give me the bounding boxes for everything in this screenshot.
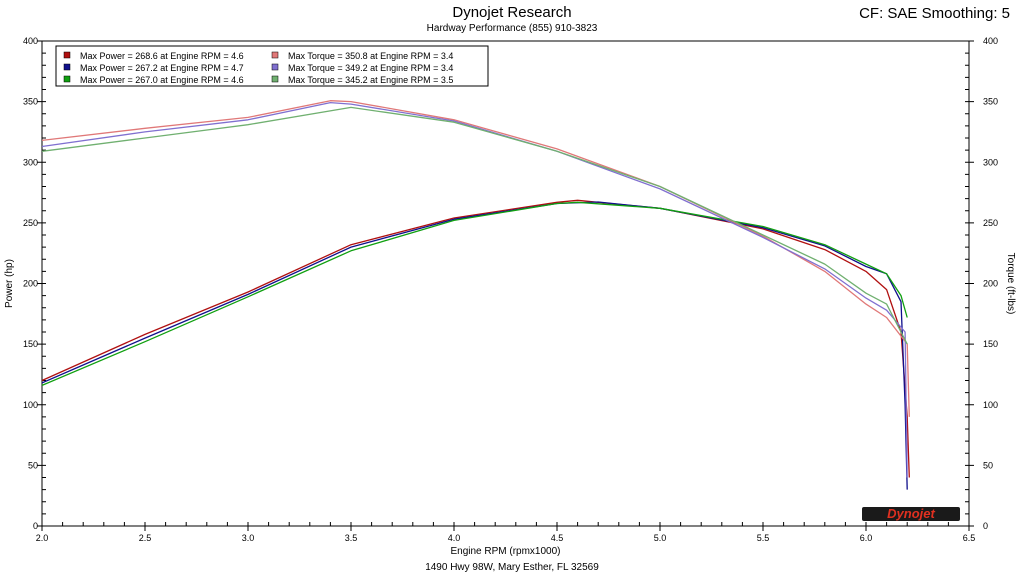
x-tick-label: 4.0 [448,533,461,543]
x-tick-label: 4.5 [551,533,564,543]
legend-entry: Max Torque = 350.8 at Engine RPM = 3.4 [288,51,453,61]
y-tick-label-left: 250 [23,218,38,228]
x-tick-label: 3.0 [242,533,255,543]
torque-series-line-5 [41,101,908,478]
x-tick-label: 2.0 [36,533,49,543]
plot-frame [41,40,970,527]
logo-background [862,507,960,521]
y-tick-label-left: 350 [23,97,38,107]
y-tick-label-right: 50 [983,460,993,470]
legend-entry: Max Power = 268.6 at Engine RPM = 4.6 [80,51,244,61]
axes: 2.0 2.5 3.0 3.5 4.0 4.5 5.0 5.5 6.0 6.5 0 0 50 50 100 1… [4,36,1016,557]
legend-swatch [63,51,71,59]
y-tick-label-left: 200 [23,279,38,289]
y-tick-label-right: 200 [983,279,998,289]
y-tick-label-left: 150 [23,339,38,349]
y-tick-label-left: 0 [33,521,38,531]
y-tick-label-right: 350 [983,97,998,107]
logo-text: Dynojet [887,506,935,521]
torque-series-line-4 [41,100,910,417]
legend-entry: Max Power = 267.2 at Engine RPM = 4.7 [80,63,244,73]
y-axis-label: Power (hp) [4,259,15,308]
y-tick-label-right: 250 [983,218,998,228]
legend-swatch [271,51,279,59]
y-tick-label-left: 400 [23,36,38,46]
legend: Max Power = 268.6 at Engine RPM = 4.6 Max… [55,45,489,87]
y-tick-label-left: 100 [23,400,38,410]
y-tick-label-right: 150 [983,339,998,349]
legend-swatch [271,63,279,71]
legend-entry: Max Torque = 345.2 at Engine RPM = 3.5 [288,75,453,85]
x-axis-label: Engine RPM (rpmx1000) [450,546,560,557]
y-tick-label-right: 300 [983,157,998,167]
correction-factor-label: CF: SAE Smoothing: 5 [859,5,1010,22]
y-tick-label-left: 300 [23,157,38,167]
chart-title: Dynojet Research [452,4,572,21]
torque-series-line-6 [41,106,908,345]
power-series-line-3 [41,201,908,386]
y2-axis-label: Torque (ft-lbs) [1005,253,1016,315]
series-lines [41,100,910,490]
legend-entry: Max Torque = 349.2 at Engine RPM = 3.4 [288,63,453,73]
y-tick-label-left: 50 [28,460,38,470]
x-tick-label: 6.5 [963,533,976,543]
legend-swatch [63,75,71,83]
chart-subtitle: Hardway Performance (855) 910-3823 [426,23,598,34]
footer-address: 1490 Hwy 98W, Mary Esther, FL 32569 [425,562,599,573]
x-tick-label: 5.0 [654,533,667,543]
y-tick-label-right: 400 [983,36,998,46]
x-tick-label: 6.0 [860,533,873,543]
x-tick-label: 2.5 [139,533,152,543]
y-tick-label-right: 0 [983,521,988,531]
dynojet-logo: Dynojet [862,506,960,521]
legend-swatch [271,75,279,83]
x-tick-label: 5.5 [757,533,770,543]
legend-entry: Max Power = 267.0 at Engine RPM = 4.6 [80,75,244,85]
x-tick-label: 3.5 [345,533,358,543]
y-tick-label-right: 100 [983,400,998,410]
legend-swatch [63,63,71,71]
